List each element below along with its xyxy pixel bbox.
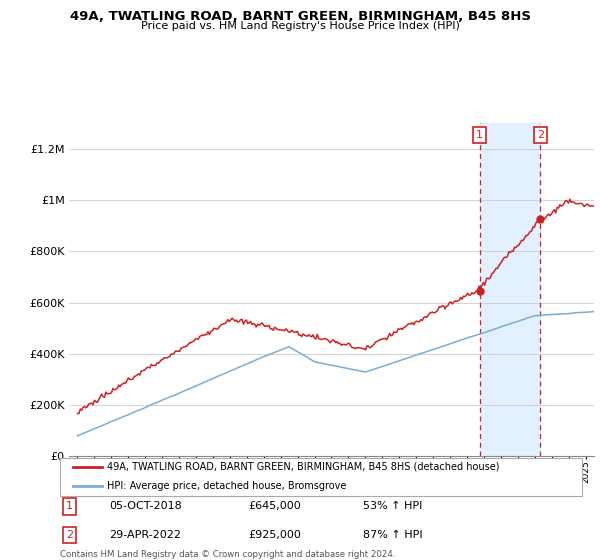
Text: HPI: Average price, detached house, Bromsgrove: HPI: Average price, detached house, Brom…	[107, 480, 346, 491]
Bar	[479, 123, 541, 456]
Text: Price paid vs. HM Land Registry's House Price Index (HPI): Price paid vs. HM Land Registry's House …	[140, 21, 460, 31]
FancyBboxPatch shape	[60, 458, 582, 496]
Text: £645,000: £645,000	[248, 501, 301, 511]
Text: 1: 1	[66, 501, 73, 511]
Text: 49A, TWATLING ROAD, BARNT GREEN, BIRMINGHAM, B45 8HS (detached house): 49A, TWATLING ROAD, BARNT GREEN, BIRMING…	[107, 461, 499, 472]
Text: 2: 2	[537, 130, 544, 140]
Text: 1: 1	[476, 130, 483, 140]
Text: 2: 2	[66, 530, 73, 540]
Text: 49A, TWATLING ROAD, BARNT GREEN, BIRMINGHAM, B45 8HS: 49A, TWATLING ROAD, BARNT GREEN, BIRMING…	[70, 10, 530, 22]
Text: Contains HM Land Registry data © Crown copyright and database right 2024.
This d: Contains HM Land Registry data © Crown c…	[60, 550, 395, 560]
Text: £925,000: £925,000	[248, 530, 301, 540]
Text: 29-APR-2022: 29-APR-2022	[110, 530, 182, 540]
Text: 53% ↑ HPI: 53% ↑ HPI	[363, 501, 422, 511]
Text: 05-OCT-2018: 05-OCT-2018	[110, 501, 182, 511]
Text: 87% ↑ HPI: 87% ↑ HPI	[363, 530, 422, 540]
